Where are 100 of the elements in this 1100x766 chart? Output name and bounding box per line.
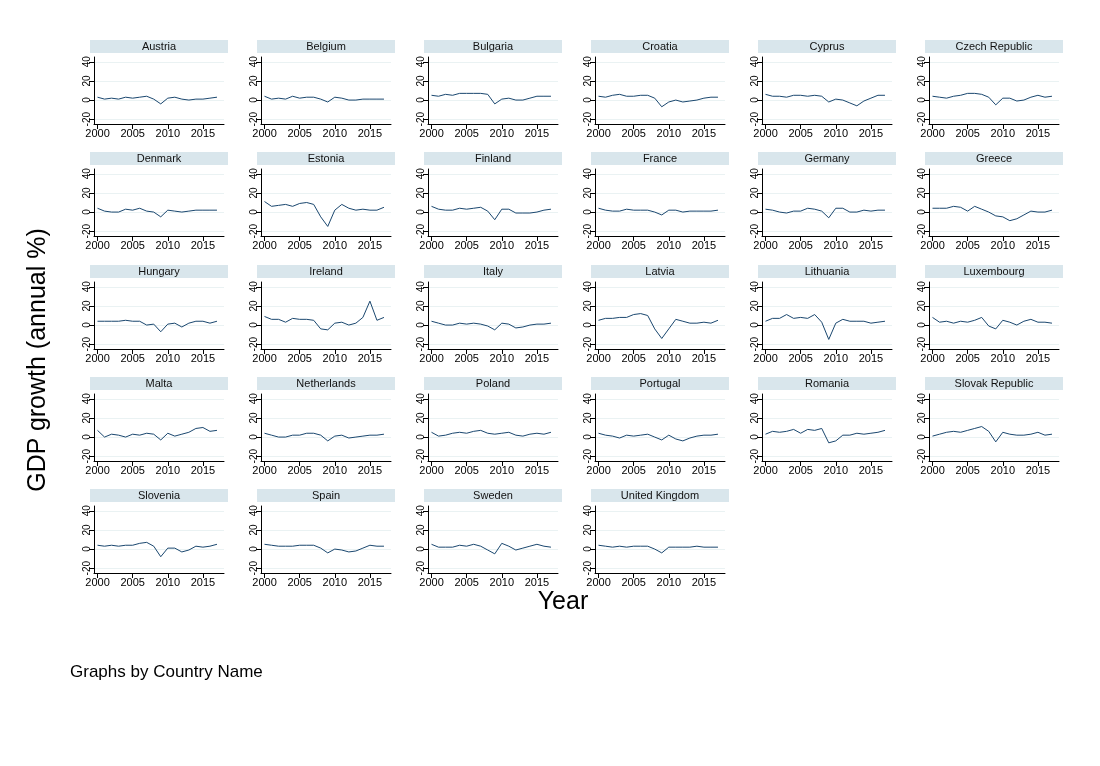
x-tick-label: 2010	[656, 238, 682, 251]
x-tick-label: 2015	[858, 463, 884, 476]
x-tick-label: 2000	[419, 238, 444, 251]
y-tick-label: 20	[581, 524, 593, 536]
y-tick-label: -20	[80, 448, 92, 464]
y-tick-label: 20	[414, 187, 426, 199]
chart-title: Luxembourg	[925, 264, 1063, 278]
chart-title: Croatia	[591, 40, 729, 53]
x-tick-label: 2005	[621, 463, 646, 476]
y-tick-label: -20	[414, 448, 426, 464]
x-tick-label: 2010	[823, 238, 849, 251]
x-tick-label: 2010	[990, 238, 1016, 251]
line-series	[431, 320, 552, 330]
y-tick-label: 20	[915, 187, 927, 199]
y-tick-label: -20	[80, 223, 92, 239]
x-tick-label: 2000	[920, 238, 945, 251]
line-series	[264, 300, 385, 330]
y-tick-label: 40	[80, 504, 92, 517]
chart-title: Poland	[424, 376, 562, 390]
x-tick-label: 2005	[454, 575, 479, 588]
chart-title: Belgium	[257, 40, 395, 53]
y-tick-label: 40	[247, 392, 259, 405]
y-tick-label: 20	[414, 299, 426, 312]
x-tick-label: 2015	[691, 238, 717, 251]
x-tick-label: 2015	[190, 463, 216, 476]
x-tick-label: 2015	[691, 351, 717, 364]
y-tick-label: -20	[414, 560, 426, 576]
x-tick-label: 2000	[85, 126, 110, 139]
x-tick-label: 2010	[990, 463, 1016, 476]
y-tick-label: -20	[414, 336, 426, 352]
x-tick-label: 2015	[1025, 463, 1051, 476]
chart-title: Denmark	[90, 152, 228, 166]
chart-title: Austria	[90, 40, 228, 53]
x-tick-label: 2010	[322, 238, 348, 251]
x-tick-label: 2005	[287, 126, 312, 139]
x-tick-label: 2010	[322, 463, 348, 476]
x-tick-label: 2015	[190, 351, 216, 364]
line-series	[431, 206, 552, 221]
chart-title: Hungary	[90, 264, 228, 278]
x-tick-label: 2010	[489, 238, 515, 251]
y-tick-label: 20	[414, 411, 426, 424]
y-tick-label: 40	[748, 280, 760, 292]
x-axis-title: Year	[537, 585, 589, 615]
chart-title: Malta	[90, 376, 228, 390]
y-tick-label: 40	[915, 55, 927, 68]
x-tick-label: 2010	[155, 463, 181, 476]
y-tick-label: -20	[748, 448, 760, 464]
y-tick-label: 20	[414, 524, 426, 536]
line-series	[598, 432, 719, 442]
y-tick-label: -20	[247, 448, 259, 464]
x-tick-label: 2005	[287, 463, 312, 476]
x-tick-label: 2015	[524, 238, 550, 251]
y-tick-label: 40	[915, 392, 927, 405]
y-tick-label: -20	[80, 560, 92, 576]
chart-title: Ireland	[257, 264, 395, 278]
y-tick-label: 40	[581, 280, 593, 292]
x-tick-label: 2010	[656, 351, 682, 364]
x-tick-label: 2005	[120, 463, 145, 476]
x-tick-label: 2000	[252, 351, 277, 364]
chart-title: Italy	[424, 264, 562, 278]
chart-title: Finland	[424, 152, 562, 166]
x-tick-label: 2000	[920, 126, 945, 139]
y-tick-label: 20	[414, 74, 426, 87]
x-tick-label: 2010	[155, 575, 181, 588]
x-tick-label: 2010	[990, 126, 1016, 139]
y-tick-label: 40	[748, 168, 760, 180]
y-tick-label: -20	[80, 336, 92, 352]
x-tick-label: 2010	[489, 575, 515, 588]
y-tick-label: -20	[581, 336, 593, 352]
chart-title: Lithuania	[758, 264, 896, 278]
line-series	[765, 427, 886, 444]
x-tick-label: 2015	[357, 238, 383, 251]
y-tick-label: 40	[581, 392, 593, 405]
line-series	[97, 95, 218, 105]
x-tick-label: 2005	[287, 238, 312, 251]
y-tick-label: -20	[748, 336, 760, 352]
y-tick-label: 40	[247, 55, 259, 68]
x-tick-label: 2010	[823, 463, 849, 476]
line-series	[97, 319, 218, 332]
chart-title: Portugal	[591, 376, 729, 390]
x-tick-label: 2010	[656, 126, 682, 139]
x-tick-label: 2000	[419, 351, 444, 364]
x-tick-label: 2005	[955, 351, 980, 364]
x-tick-label: 2000	[920, 351, 945, 364]
line-series	[932, 92, 1053, 106]
x-tick-label: 2005	[621, 351, 646, 364]
line-series	[932, 425, 1053, 443]
y-tick-label: -20	[915, 448, 927, 464]
chart-title: Estonia	[257, 152, 395, 166]
y-tick-label: 20	[915, 74, 927, 87]
y-tick-label: 20	[80, 411, 92, 424]
x-tick-label: 2015	[190, 126, 216, 139]
x-tick-label: 2000	[419, 575, 444, 588]
y-tick-label: 40	[748, 392, 760, 405]
x-tick-label: 2015	[357, 126, 383, 139]
x-tick-label: 2010	[990, 351, 1016, 364]
y-tick-label: -20	[80, 111, 92, 127]
line-series	[264, 432, 385, 442]
x-tick-label: 2005	[454, 463, 479, 476]
y-tick-label: 20	[581, 187, 593, 199]
